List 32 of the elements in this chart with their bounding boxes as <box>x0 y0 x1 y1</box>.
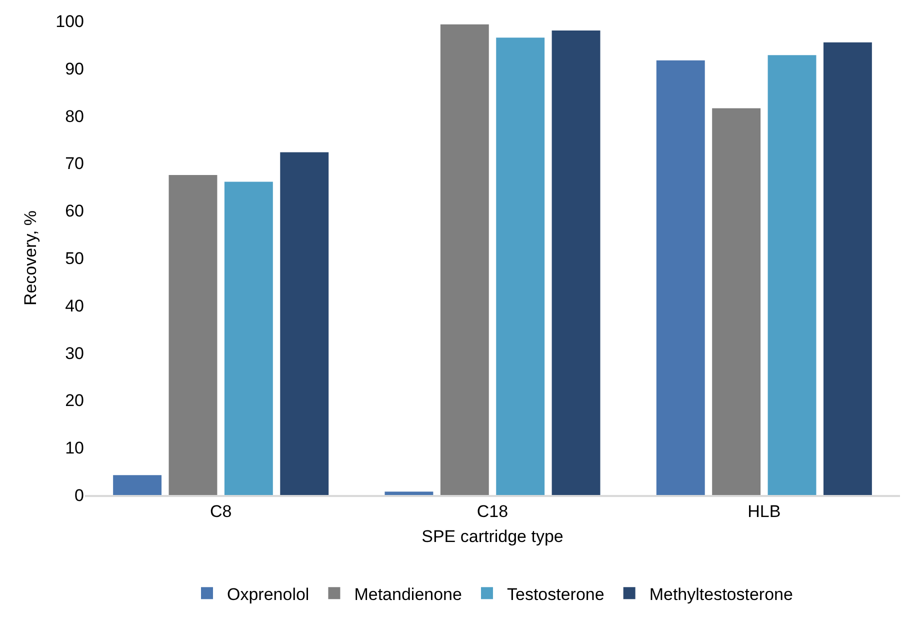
y-tick-label: 70 <box>65 154 84 174</box>
y-tick-label: 30 <box>65 344 84 363</box>
y-tick-label: 0 <box>74 486 84 505</box>
x-tick-label: HLB <box>748 502 781 522</box>
legend-label: Metandienone <box>354 584 462 604</box>
bar <box>168 175 218 495</box>
bar <box>823 42 872 495</box>
x-tick-label: C18 <box>476 502 508 522</box>
y-tick-label: 40 <box>65 296 84 316</box>
x-tick-label: C8 <box>210 502 232 522</box>
bar <box>496 38 545 495</box>
legend-label: Oxprenolol <box>227 584 310 604</box>
legend-label: Testosterone <box>506 584 604 604</box>
y-tick-label: 80 <box>65 106 84 126</box>
y-tick-label: 50 <box>65 248 84 268</box>
bar <box>768 55 816 495</box>
bar <box>712 108 761 495</box>
bar <box>440 24 489 495</box>
bar <box>384 492 434 495</box>
y-tick-label: 60 <box>65 202 84 221</box>
x-axis-title: SPE cartridge type <box>422 527 564 546</box>
bar <box>280 152 329 495</box>
bar <box>656 60 705 495</box>
y-tick-label: 90 <box>65 59 84 78</box>
bar <box>113 475 162 495</box>
y-tick-label: 20 <box>65 391 84 410</box>
bar <box>552 30 600 495</box>
legend-label: Methyltestosterone <box>649 584 793 604</box>
bar <box>224 182 273 495</box>
y-tick-label: 100 <box>56 12 84 31</box>
y-tick-label: 10 <box>65 438 84 458</box>
y-axis-title: Recovery, % <box>21 210 40 306</box>
